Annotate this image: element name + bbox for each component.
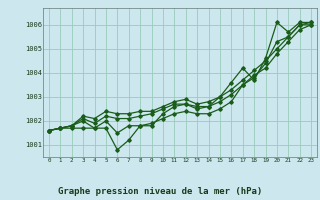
- Text: Graphe pression niveau de la mer (hPa): Graphe pression niveau de la mer (hPa): [58, 187, 262, 196]
